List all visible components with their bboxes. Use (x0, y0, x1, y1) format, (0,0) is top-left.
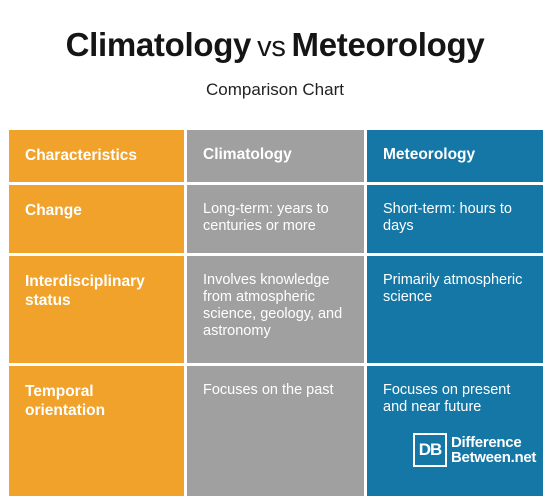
header-characteristics: Characteristics (9, 130, 184, 182)
header-climatology: Climatology (187, 130, 364, 182)
header-meteorology: Meteorology (367, 130, 543, 182)
cell-climatology-temporal: Focuses on the past (187, 366, 364, 496)
row-label-temporal: Temporal orientation (9, 366, 184, 496)
cell-meteorology-temporal: Focuses on present and near future (367, 366, 543, 496)
cell-climatology-interdisciplinary: Involves knowledge from atmospheric scie… (187, 256, 364, 363)
title-vs: vs (257, 31, 286, 63)
cell-meteorology-interdisciplinary: Primarily atmospheric science (367, 256, 543, 363)
row-label-interdisciplinary: Interdisciplinary status (9, 256, 184, 363)
title-left: Climatology (65, 26, 252, 63)
title-right: Meteorology (291, 26, 485, 63)
logo-text: Difference Between.net (451, 435, 536, 465)
logo-mark: DB (413, 433, 447, 467)
row-label-change: Change (9, 185, 184, 253)
logo-line1: Difference (451, 434, 522, 451)
cell-climatology-change: Long-term: years to centuries or more (187, 185, 364, 253)
logo-line2: Between.net (451, 449, 537, 466)
cell-meteorology-change: Short-term: hours to days (367, 185, 543, 253)
page-subtitle: Comparison Chart (206, 80, 344, 99)
page-title: Climatology vs Meteorology (0, 26, 550, 64)
difference-between-logo: DB Difference Between.net (413, 433, 536, 467)
